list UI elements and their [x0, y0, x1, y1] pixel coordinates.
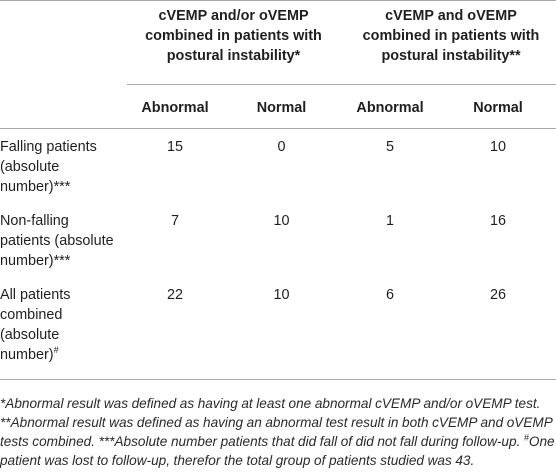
table-cell: 26 [440, 277, 556, 380]
table-cell: 1 [386, 213, 395, 229]
table-cell: 10 [273, 213, 290, 229]
table-cell: 6 [340, 277, 441, 380]
table-footnote: *Abnormal result was defined as having a… [0, 394, 556, 470]
row-label: Non-falling patients (absolute number)**… [0, 213, 114, 269]
sub-header-normal-1: Normal [223, 84, 341, 129]
table-cell: 5 [386, 139, 395, 155]
row-label: All patients combined (absolute number)# [0, 277, 127, 380]
footnote-1: *Abnormal result was defined as having a… [0, 396, 541, 411]
table-cell: 16 [490, 213, 507, 229]
table-cell: 15 [166, 139, 183, 155]
table-cell: 7 [170, 213, 179, 229]
corner-cell [0, 0, 127, 85]
table-cell: 0 [277, 139, 286, 155]
footnote-3: ***Absolute number patients that did fal… [98, 434, 521, 449]
group-header-and-or: cVEMP and/or oVEMP combined in patients … [127, 0, 341, 85]
results-table: cVEMP and/or oVEMP combined in patients … [0, 0, 556, 380]
row-label-text: All patients combined (absolute number) [0, 287, 71, 363]
sub-header-abnormal-1: Abnormal [127, 84, 223, 129]
footnote-4: One patient was lost to follow-up, there… [0, 434, 555, 468]
sub-header-normal-2: Normal [440, 84, 556, 129]
table-cell: 10 [223, 277, 341, 380]
group-header-row: cVEMP and/or oVEMP combined in patients … [0, 0, 556, 85]
footnote-2: **Abnormal result was defined as having … [0, 415, 553, 449]
sub-header-row: Abnormal Normal Abnormal Normal [0, 84, 556, 129]
results-table-container: cVEMP and/or oVEMP combined in patients … [0, 0, 556, 380]
row-label-superscript: # [53, 345, 59, 356]
table-cell: 22 [127, 277, 223, 380]
table-cell: 10 [490, 139, 507, 155]
sub-header-abnormal-2: Abnormal [340, 84, 441, 129]
footnote-4-superscript: # [523, 432, 529, 443]
row-label: Falling patients (absolute number)*** [0, 139, 97, 195]
group-header-and: cVEMP and oVEMP combined in patients wit… [340, 0, 556, 85]
table-row: All patients combined (absolute number)#… [0, 277, 556, 380]
table-row: Non-falling patients (absolute number)**… [0, 203, 556, 277]
sub-header-blank [0, 84, 127, 129]
table-row: Falling patients (absolute number)*** 15… [0, 129, 556, 204]
